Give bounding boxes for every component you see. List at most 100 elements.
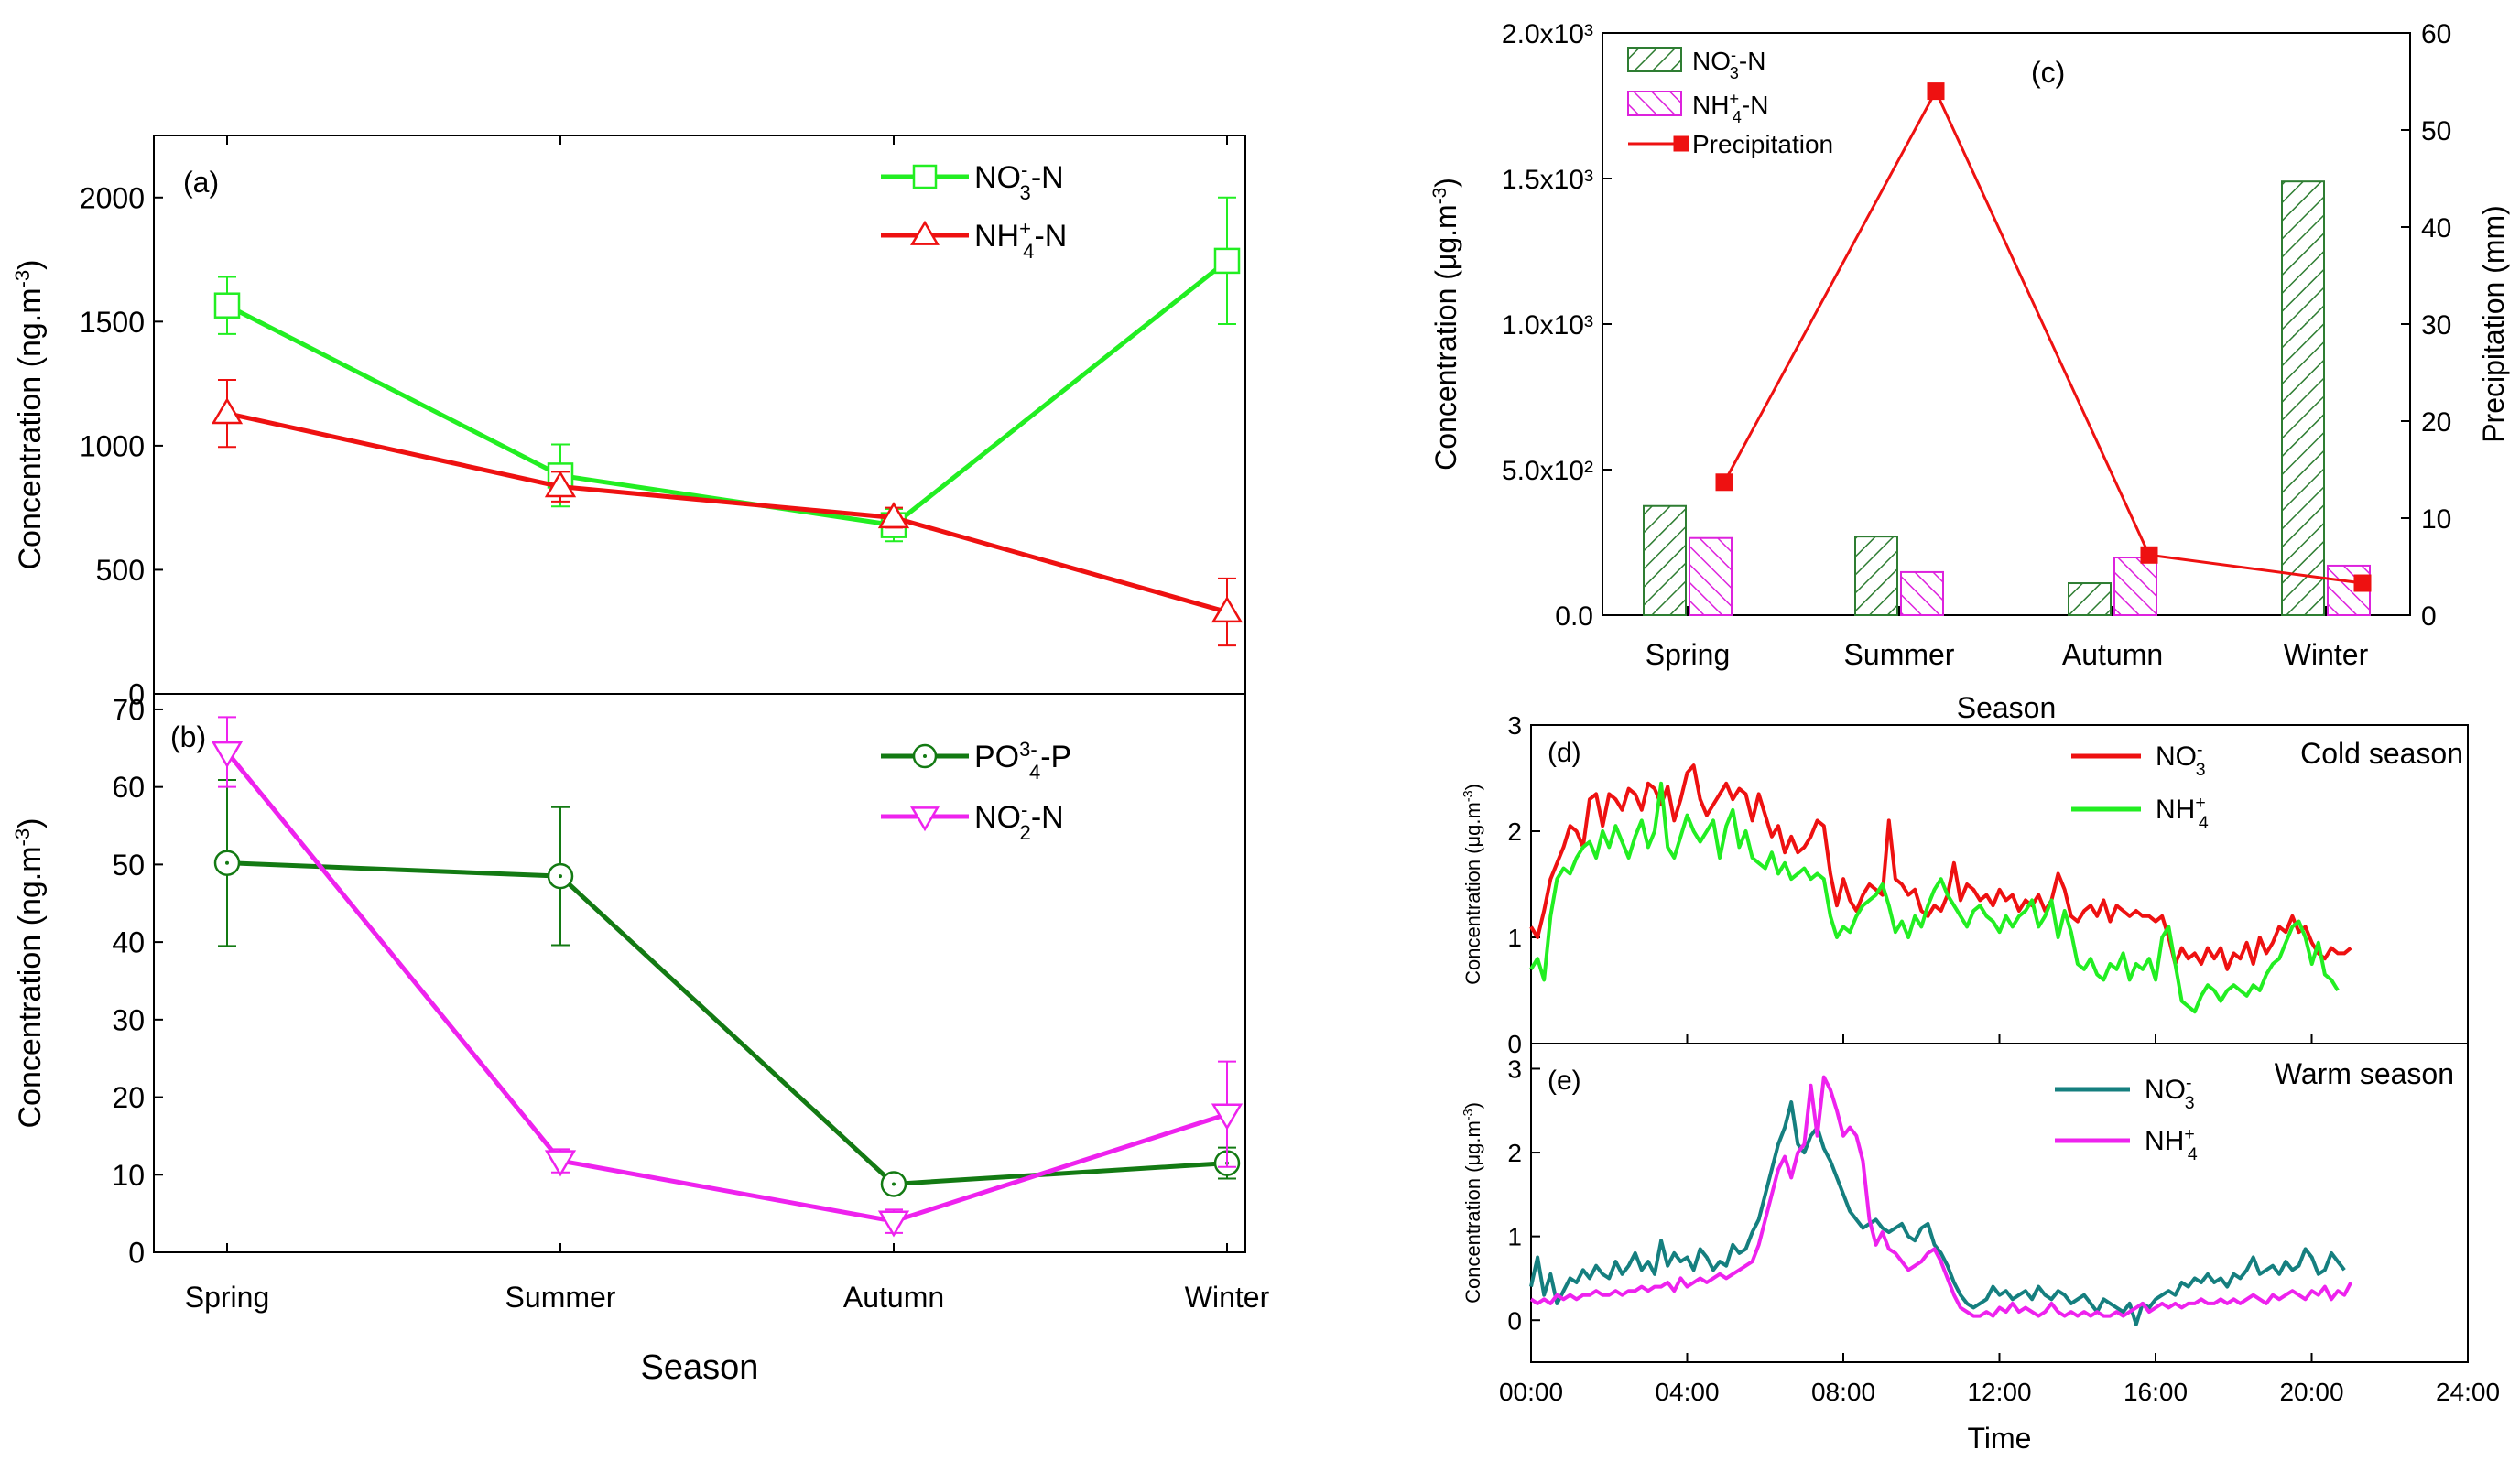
text-run: NO — [974, 160, 1021, 195]
text-run: NH — [974, 219, 1019, 254]
text-run: NO — [2145, 1075, 2186, 1105]
panel-c-y2-tick-label: 30 — [2421, 310, 2451, 341]
text-run: -N — [1031, 160, 1064, 195]
x-category-label: Spring — [185, 1281, 270, 1314]
panel-c-y2-tick-label: 20 — [2421, 407, 2451, 438]
panel-c-bar — [2068, 582, 2112, 617]
panel-a-nh4-point — [544, 471, 577, 498]
text-run: (b) — [170, 720, 206, 753]
panel-c-label: (c) — [2031, 56, 2065, 89]
panel-c-bar — [2113, 557, 2157, 617]
panel-e-x-tick-label: 16:00 — [2124, 1378, 2188, 1406]
panel-b-no2-legend-label: NO-2-N — [974, 798, 1064, 844]
text-run: -N — [1742, 91, 1769, 119]
panel-b-no2-point — [1211, 1103, 1244, 1131]
panel-b-y-tick-label: 60 — [112, 771, 145, 804]
x-category-label: Summer — [505, 1281, 616, 1314]
panel-e-label: (e) — [1548, 1066, 1581, 1096]
panel-e-x-tick-label: 12:00 — [1967, 1378, 2031, 1406]
panel-c-y2-tick-label: 0 — [2421, 601, 2437, 632]
subscript: 3 — [1730, 64, 1739, 82]
panel-c-y2-tick-label: 60 — [2421, 19, 2451, 49]
panel-a-no3-legend-marker — [912, 164, 938, 189]
superscript: -3 — [11, 270, 34, 288]
panel-a-no3-point — [213, 292, 241, 319]
panel-d-legend-label: NO-3 — [2156, 740, 2206, 780]
panel-e-frame — [1530, 1043, 2469, 1363]
panel-c-category-label: Spring — [1646, 638, 1731, 671]
subscript: 4 — [2188, 1144, 2198, 1164]
panel-d-y-tick-label: 1 — [1507, 924, 1522, 952]
panel-c-y2label: Precipitation (mm) — [2477, 205, 2510, 443]
panel-d-ylabel: Concentration (μg.m-3) — [1461, 784, 1484, 985]
panel-e-x-tick-label: 08:00 — [1811, 1378, 1875, 1406]
panel-e-ylabel: Concentration (μg.m-3) — [1461, 1102, 1484, 1304]
x-category-label: Autumn — [843, 1281, 944, 1314]
panel-c-y-tick-label: 1.0x10³ — [1502, 310, 1593, 341]
text-run: -N — [1031, 800, 1064, 835]
panel-e-y-tick-label: 1 — [1507, 1223, 1522, 1251]
panel-b-label: (b) — [170, 720, 206, 753]
subscript: 2 — [1020, 821, 1031, 844]
panel-c-y-tick-label: 1.5x10³ — [1502, 165, 1593, 195]
x-category-label: Winter — [1185, 1281, 1270, 1314]
text-run: NO — [974, 800, 1021, 835]
panel-c-bar — [2281, 180, 2325, 616]
panel-b-po4-point-dot — [559, 874, 562, 879]
panel-d-y-tick-label: 3 — [1507, 711, 1522, 740]
panel-e-y-tick-label: 2 — [1507, 1139, 1522, 1167]
panel-e-x-tick-label: 20:00 — [2279, 1378, 2343, 1406]
text-run: ) — [13, 817, 48, 828]
panel-d-series-line — [1529, 781, 2340, 1014]
panel-c-bar — [2327, 564, 2371, 617]
text-run: ) — [1461, 784, 1484, 790]
panel-c-legend-swatch-no3 — [1627, 47, 1682, 72]
panel-b-po4-point-dot — [225, 860, 229, 865]
panel-a-nh4-point — [211, 397, 244, 425]
text-run: Concentration (μg.m — [1461, 802, 1484, 985]
subscript: 4 — [1029, 761, 1040, 784]
panel-b-y-tick-label: 40 — [112, 926, 145, 959]
panel-a-y-tick-label: 2000 — [80, 181, 145, 214]
panel-a-nh4-legend-label: NH+ 4-N — [974, 217, 1067, 263]
superscript: -3 — [1461, 1109, 1476, 1120]
text-run: NH — [2145, 1126, 2184, 1156]
panel-b-y-tick-label: 0 — [128, 1237, 145, 1270]
panel-c-category-label: Summer — [1844, 638, 1955, 671]
subscript: 3 — [1020, 181, 1031, 204]
superscript: + — [1019, 217, 1031, 240]
superscript: + — [2184, 1124, 2194, 1144]
text-run: ) — [13, 259, 48, 269]
panel-d-label: (d) — [1548, 738, 1581, 768]
panel-e-x-tick-label: 24:00 — [2436, 1378, 2500, 1406]
text-run: -P — [1040, 740, 1071, 774]
panel-a-nh4-point — [877, 502, 910, 529]
panel-c-y-tick-label: 0.0 — [1555, 601, 1593, 632]
superscript: 3- — [1019, 738, 1037, 761]
panel-e-y-tick-label: 3 — [1507, 1055, 1522, 1084]
panel-c-legend-label-no3: NO-3-N — [1692, 46, 1765, 82]
panel-c-ylabel: Concentration (μg.m-3) — [1429, 178, 1463, 471]
panel-b-y-tick-label: 10 — [112, 1159, 145, 1192]
subscript: 3 — [2196, 760, 2206, 780]
panel-c-bar — [1854, 536, 1898, 617]
panel-a-no3-point — [1213, 247, 1241, 275]
panel-e-y-tick-label: 0 — [1507, 1306, 1522, 1335]
panel-b-no2-point — [877, 1210, 910, 1238]
text-run: -N — [1034, 219, 1067, 254]
text-run: Concentration (ng.m — [13, 287, 48, 569]
superscript: -3 — [11, 828, 34, 847]
panel-c-y2-tick-label: 50 — [2421, 116, 2451, 146]
panel-b-po4-legend-label: PO3-4-P — [974, 738, 1071, 784]
panel-c-y2-tick-label: 40 — [2421, 213, 2451, 244]
text-run: Concentration (μg.m — [1429, 204, 1462, 471]
panel-c-legend-label-nh4: NH+ 4-N — [1692, 90, 1768, 126]
superscript: + — [2195, 793, 2205, 813]
panel-b-po4-series-line — [226, 860, 1228, 1187]
panel-e-series-line — [1529, 1100, 2346, 1326]
panel-b-y-tick-label: 50 — [112, 849, 145, 882]
panel-c-x-title: Season — [1957, 691, 2057, 724]
subscript: 4 — [1732, 108, 1742, 126]
text-run: -N — [1739, 47, 1766, 75]
